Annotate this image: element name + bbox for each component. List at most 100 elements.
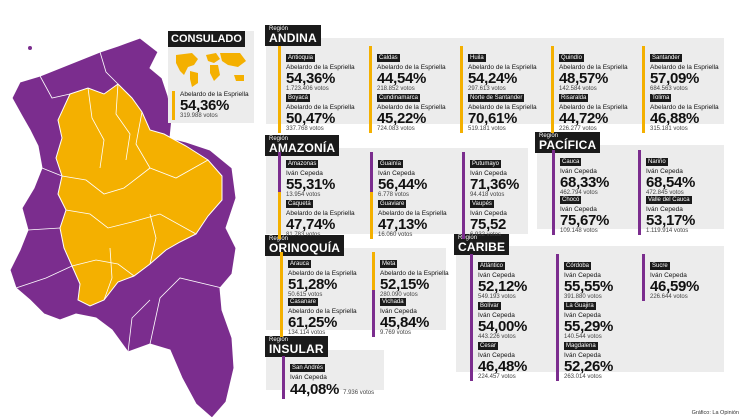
andina-card: Cundinamarca Abelardo de la Espriella 45,2… xyxy=(369,86,446,133)
vote-percentage: 57,09% xyxy=(650,70,700,87)
vote-percentage: 47,74% xyxy=(286,216,336,233)
amazonia-tag: Región AMAZONÍA xyxy=(265,135,340,156)
candidate-name: Iván Cepeda xyxy=(560,206,597,213)
vote-count: 134.114 votos xyxy=(288,330,326,336)
candidate-name: Abelardo de la Espriella xyxy=(377,104,446,111)
vote-count: 297.613 votos xyxy=(468,86,506,92)
consulado-title: CONSULADO xyxy=(168,31,245,47)
department-label: Nariño xyxy=(646,158,668,166)
vote-count: 280.090 votos xyxy=(380,292,418,298)
vote-percentage: 50,47% xyxy=(286,110,336,127)
candidate-name: Iván Cepeda xyxy=(478,312,515,319)
caribe-card: Sucre Iván Cepeda 46,59% 226.644 votos xyxy=(642,254,699,301)
map-borders xyxy=(15,51,223,353)
san-andres-island xyxy=(28,46,32,50)
department-label: Guaviare xyxy=(378,200,407,208)
department-label: San Andrés xyxy=(290,364,326,372)
vote-count: 519.181 votos xyxy=(468,126,506,132)
vote-count: 337.768 votos xyxy=(286,126,324,132)
department-label: Amazonas xyxy=(286,160,319,168)
department-label: Putumayo xyxy=(470,160,502,168)
consulado-pct: 54,36% xyxy=(180,97,230,114)
vote-percentage: 44,72% xyxy=(559,110,609,127)
candidate-name: Abelardo de la Espriella xyxy=(286,104,355,111)
department-label: Risaralda xyxy=(559,94,589,102)
department-label: Norte de Santander xyxy=(468,94,525,102)
department-label: Cundinamarca xyxy=(377,94,421,102)
candidate-name: Abelardo de la Espriella xyxy=(468,104,537,111)
vote-percentage: 45,22% xyxy=(377,110,427,127)
amazonia-name: AMAZONÍA xyxy=(269,141,336,155)
candidate-name: Abelardo de la Espriella xyxy=(468,64,537,71)
department-label: Casanare xyxy=(288,298,319,306)
andina-card: Santander Abelardo de la Espriella 57,09% 6… xyxy=(642,46,719,93)
andina-name: ANDINA xyxy=(269,31,317,45)
vote-count: 140.544 votos xyxy=(564,334,602,340)
vote-count: 50.615 votos xyxy=(288,292,323,298)
department-label: Cauca xyxy=(560,158,582,166)
department-label: Vichada xyxy=(380,298,406,306)
candidate-name: Abelardo de la Espriella xyxy=(559,104,628,111)
vote-percentage: 48,57% xyxy=(559,70,609,87)
department-label: Caquetá xyxy=(286,200,313,208)
vote-count: 724.083 votos xyxy=(377,126,415,132)
department-label: Bolívar xyxy=(478,302,501,310)
caribe-prefix: Región xyxy=(458,235,478,241)
caribe-card: Córdoba Iván Cepeda 55,55% 391.880 votos xyxy=(556,254,613,301)
amazonia-card: Vaupés Iván Cepeda 75,52 6.932 votos xyxy=(462,192,507,239)
vote-count: 224.457 votos xyxy=(478,374,516,380)
candidate-name: Abelardo de la Espriella xyxy=(377,64,446,71)
andina-card: Norte de Santander Abelardo de la Espriel… xyxy=(460,86,537,133)
department-label: La Guajira xyxy=(564,302,596,310)
vote-percentage: 46,59% xyxy=(650,278,700,295)
candidate-name: Iván Cepeda xyxy=(378,170,415,177)
candidate-name: Abelardo de la Espriella xyxy=(288,308,357,315)
vote-percentage: 46,48% xyxy=(478,358,528,375)
pacifica-card: Chocó Iván Cepeda 75,67% 109.148 votos xyxy=(552,188,609,235)
orinoquia-card: Arauca Abelardo de la Espriella 51,28% 50.6… xyxy=(280,252,357,299)
department-label: Sucre xyxy=(650,262,670,270)
candidate-name: Abelardo de la Espriella xyxy=(380,270,449,277)
vote-percentage: 53,17% xyxy=(646,212,696,229)
vote-count: 263.014 votos xyxy=(564,374,602,380)
candidate-name: Iván Cepeda xyxy=(646,206,683,213)
candidate-name: Iván Cepeda xyxy=(290,374,327,381)
vote-percentage: 56,44% xyxy=(378,176,428,193)
vote-count: 142.584 votos xyxy=(559,86,597,92)
orinoquia-card: Meta Abelardo de la Espriella 52,15% 280.09… xyxy=(372,252,449,299)
amazonia-card: Guainía Iván Cepeda 56,44% 6.778 votos xyxy=(370,152,427,199)
insular-name: INSULAR xyxy=(269,342,324,356)
andina-card: Risaralda Abelardo de la Espriella 44,72% 2… xyxy=(551,86,628,133)
vote-count: 109.148 votos xyxy=(560,228,598,234)
vote-count: 391.880 votos xyxy=(564,294,602,300)
department-label: Magdalena xyxy=(564,342,598,350)
candidate-name: Iván Cepeda xyxy=(564,312,601,319)
consulado-votes: 319.988 votos xyxy=(180,113,218,119)
vote-percentage: 70,61% xyxy=(468,110,518,127)
caribe-card: La Guajira Iván Cepeda 55,29% 140.544 votos xyxy=(556,294,613,341)
amazonia-card: Caquetá Abelardo de la Espriella 47,74% 81.… xyxy=(278,192,355,239)
candidate-name: Iván Cepeda xyxy=(470,170,507,177)
candidate-name: Iván Cepeda xyxy=(564,272,601,279)
vote-count: 443.226 votos xyxy=(478,334,516,340)
vote-count: 549.193 votos xyxy=(478,294,516,300)
vote-count: 94.418 votos xyxy=(470,192,505,198)
vote-percentage: 52,12% xyxy=(478,278,528,295)
pacifica-tag: Región PACÍFICA xyxy=(535,132,601,153)
department-label: Tolima xyxy=(650,94,672,102)
department-label: Chocó xyxy=(560,196,582,204)
vote-count: 81.783 votos xyxy=(286,232,321,238)
caribe-card: Bolívar Iván Cepeda 54,00% 443.226 votos xyxy=(470,294,527,341)
vote-percentage: 55,29% xyxy=(564,318,614,335)
orinoquia-card: Vichada Iván Cepeda 45,84% 9.769 votos xyxy=(372,290,429,337)
vote-percentage: 61,25% xyxy=(288,314,338,331)
candidate-name: Abelardo de la Espriella xyxy=(288,270,357,277)
consulado-result: Abelardo de la Espriella 54,36% 319.988 … xyxy=(172,91,249,120)
vote-count: 226.644 votos xyxy=(650,294,688,300)
department-label: Valle del Cauca xyxy=(646,196,692,204)
department-label: Meta xyxy=(380,260,398,268)
candidate-name: Abelardo de la Espriella xyxy=(378,210,447,217)
amazonia-card: Amazonas Iván Cepeda 55,31% 13.954 votos xyxy=(278,152,335,199)
insular-prefix: Región xyxy=(269,337,289,343)
department-label: Córdoba xyxy=(564,262,592,270)
